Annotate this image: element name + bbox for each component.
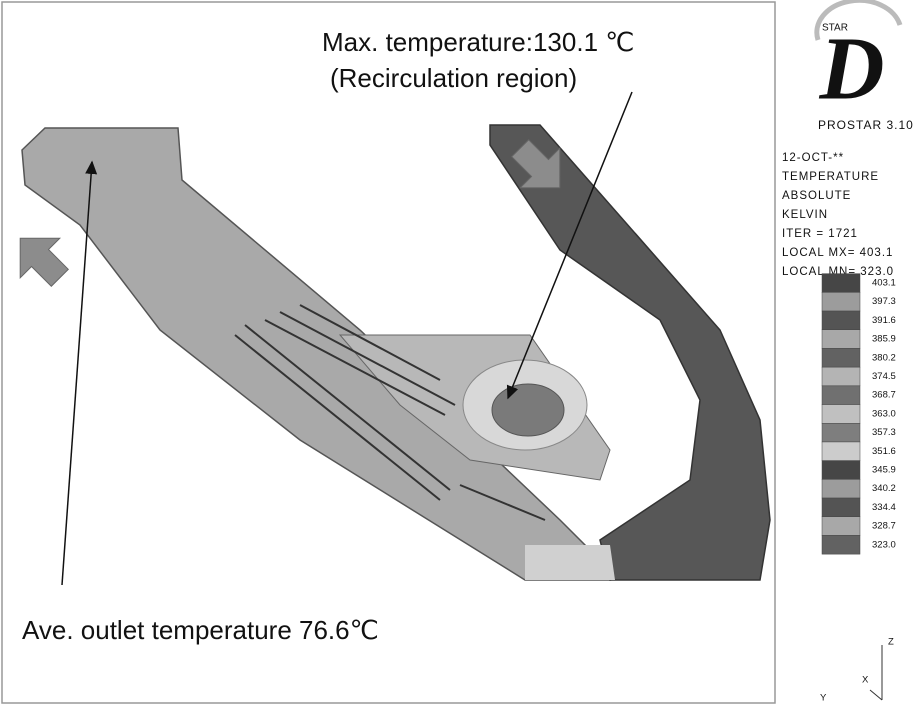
legend-label: 397.3 xyxy=(872,296,896,307)
annotation: Ave. outlet temperature 76.6℃ xyxy=(22,615,379,645)
legend-label: 345.9 xyxy=(872,465,896,476)
info-line: TEMPERATURE xyxy=(782,171,879,183)
legend-swatch xyxy=(822,386,860,405)
legend-swatch xyxy=(822,348,860,367)
legend-swatch xyxy=(822,330,860,349)
legend-swatch xyxy=(822,367,860,386)
legend-label: 403.1 xyxy=(872,278,896,289)
info-line: 12-OCT-** xyxy=(782,152,844,164)
legend-swatch xyxy=(822,498,860,517)
axis-triad: Z X Y xyxy=(820,637,894,704)
legend-swatch xyxy=(822,535,860,554)
legend-label: 357.3 xyxy=(872,427,896,438)
axis-label: Y xyxy=(820,693,827,704)
legend-label: 323.0 xyxy=(872,539,896,550)
legend-swatch xyxy=(822,311,860,330)
screenshot: Max. temperature:130.1 ℃ (Recirculation … xyxy=(0,0,920,705)
legend-swatch xyxy=(822,274,860,293)
outlet-bottom xyxy=(525,545,615,580)
legend-label: 351.6 xyxy=(872,446,896,457)
legend-label: 391.6 xyxy=(872,315,896,326)
info-line: ITER = 1721 xyxy=(782,228,858,240)
legend-swatch xyxy=(822,461,860,480)
legend-label: 363.0 xyxy=(872,408,896,419)
legend: 403.1 397.3 391.6 385.9 380.2 374.5 368.7 363.0… xyxy=(822,274,896,555)
legend-swatch xyxy=(822,292,860,311)
legend-label: 368.7 xyxy=(872,390,896,401)
info-line: LOCAL MX= 403.1 xyxy=(782,247,893,259)
legend-label: 328.7 xyxy=(872,521,896,532)
logo-letter: D xyxy=(819,20,885,119)
legend-label: 385.9 xyxy=(872,334,896,345)
info-line: ABSOLUTE xyxy=(782,190,851,202)
logo-version: PROSTAR 3.10 xyxy=(818,118,914,132)
legend-swatch xyxy=(822,423,860,442)
legend-swatch xyxy=(822,405,860,424)
legend-swatch xyxy=(822,517,860,536)
info-line: KELVIN xyxy=(782,209,828,221)
axis-label: Z xyxy=(888,637,894,648)
legend-swatch xyxy=(822,442,860,461)
annotation: (Recirculation region) xyxy=(330,63,577,93)
legend-label: 334.4 xyxy=(872,502,896,513)
legend-label: 340.2 xyxy=(872,483,896,494)
legend-label: 380.2 xyxy=(872,352,896,363)
legend-label: 374.5 xyxy=(872,371,896,382)
axis-label: X xyxy=(862,675,869,686)
info-panel: 12-OCT-** TEMPERATURE ABSOLUTE KELVIN ITER =… xyxy=(782,152,894,278)
logo: STAR D PROSTAR 3.10 xyxy=(817,0,914,132)
annotation: Max. temperature:130.1 ℃ xyxy=(322,27,634,57)
legend-swatch xyxy=(822,479,860,498)
hot-core xyxy=(492,384,564,436)
